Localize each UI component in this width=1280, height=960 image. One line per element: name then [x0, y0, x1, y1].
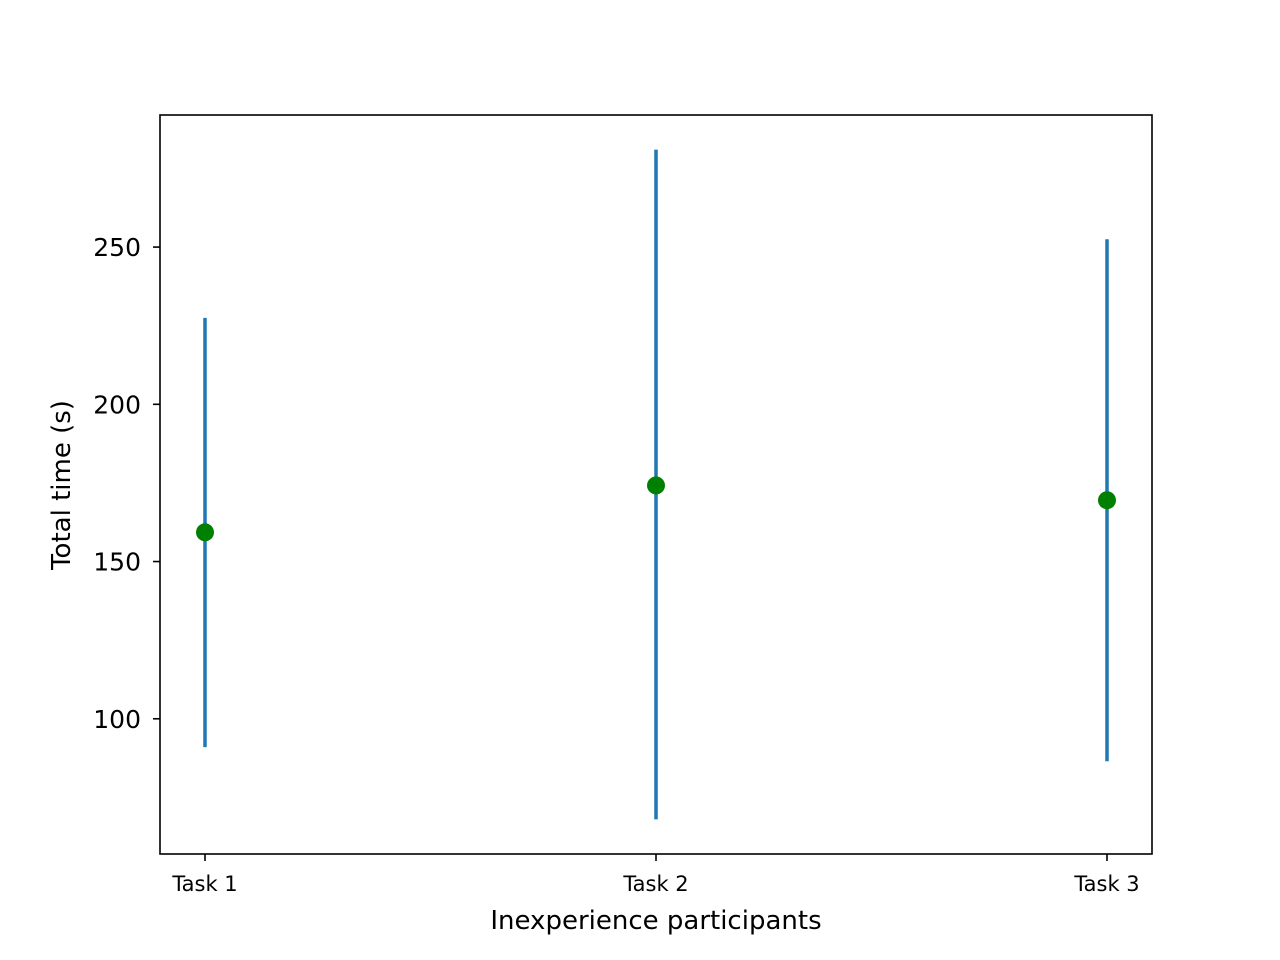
x-axis-label: Inexperience participants: [490, 906, 821, 936]
x-tick-label: Task 2: [622, 872, 688, 896]
x-tick-label: Task 3: [1073, 872, 1139, 896]
chart-marks: [196, 149, 1116, 820]
x-tick-label: Task 1: [171, 872, 237, 896]
data-point: [1098, 491, 1116, 510]
x-axis-ticks: Task 1 Task 2 Task 3: [171, 854, 1140, 896]
data-point: [647, 476, 665, 495]
y-tick-label: 150: [93, 548, 141, 577]
y-tick-label: 100: [93, 705, 141, 734]
data-point: [196, 523, 214, 542]
y-tick-label: 200: [93, 390, 141, 419]
y-axis-label: Total time (s): [47, 400, 77, 571]
y-tick-label: 250: [93, 233, 141, 262]
y-axis-ticks: 100 150 200 250: [93, 233, 160, 734]
